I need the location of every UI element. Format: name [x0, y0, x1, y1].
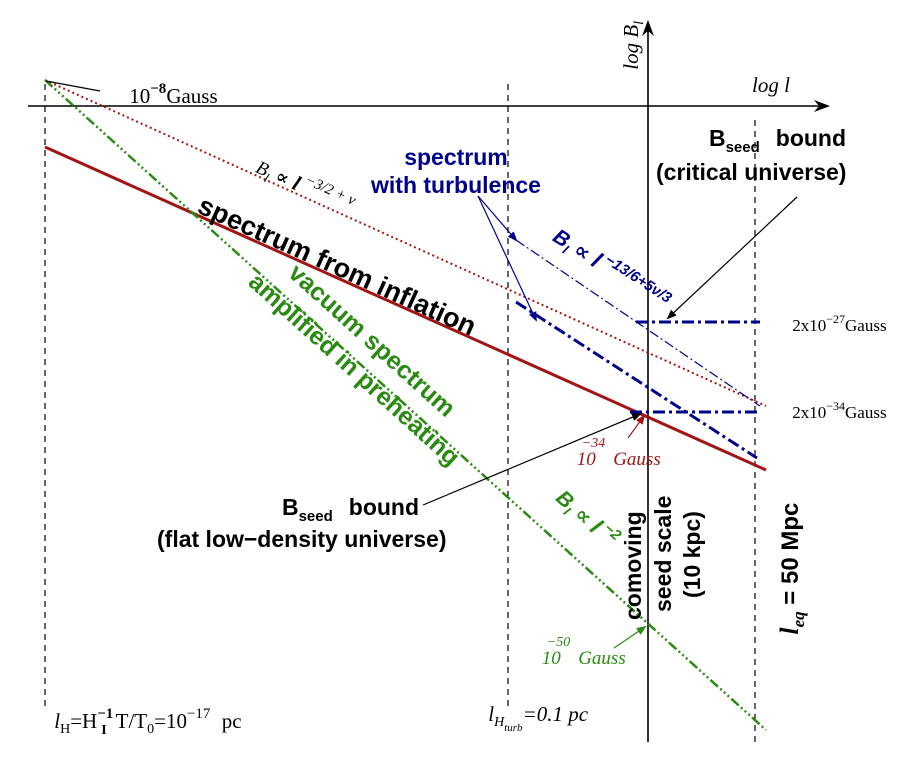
blue-power-law-label: Bl∝l−13/6+5ν/3 — [523, 201, 693, 329]
turb-pointer-1 — [477, 195, 518, 242]
green-50-gauss-label: 10−50Gauss — [518, 635, 640, 669]
turbulence-label-line1: spectrum — [404, 144, 508, 170]
red34-pointer — [627, 414, 646, 439]
turbulence-label-line2: with turbulence — [370, 172, 541, 198]
gauss-34-right-label: 2x10−34Gauss — [771, 399, 899, 422]
turb-thick-line — [515, 300, 758, 460]
y-axis-label: log Bl — [619, 5, 648, 96]
bseed-crit-pointer — [666, 196, 798, 320]
comoving-line2: seed scale — [650, 496, 676, 612]
red-dotted-spectrum — [44, 79, 767, 407]
turb-pointer-2 — [477, 195, 537, 322]
bseed-flat-pointer — [422, 413, 642, 506]
vacuum-spectrum-line — [44, 79, 767, 731]
bseed-crit-label-line1: Bseed bound — [677, 125, 865, 156]
x-axis-label: log l — [752, 73, 790, 97]
comoving-line1: comoving — [620, 511, 646, 620]
lh-scale-label: lH=H−1 I T/T0=10−17 pc — [28, 706, 257, 738]
comoving-line3: (10 kpc) — [679, 511, 705, 598]
inflation-spectrum-line — [44, 145, 767, 472]
bseed-flat-label-line2: (flat low−density universe) — [157, 526, 447, 552]
bseed-flat-label-line1: Bseed bound — [250, 494, 438, 525]
gauss-top-label: 10−8Gauss — [103, 81, 233, 108]
green50-pointer — [613, 625, 647, 649]
lhturb-scale-label: lHturb=0.1 pc — [462, 702, 604, 734]
bseed-crit-label-line2: (critical universe) — [656, 159, 846, 185]
leq-label: leq = 50 Mpc — [775, 483, 808, 668]
red-34-gauss-label: 10−34Gauss — [553, 436, 675, 470]
gauss-27-label: 2x10−27Gauss — [771, 312, 899, 335]
gauss-top-pointer — [45, 80, 101, 92]
